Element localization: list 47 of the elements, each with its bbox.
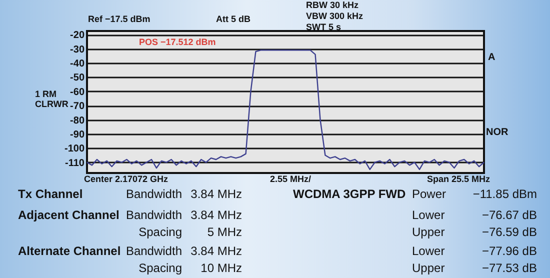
y-tick-label: -90: [70, 129, 85, 140]
text: Upper: [412, 261, 445, 276]
annotation: SWT 5 s: [306, 22, 342, 33]
text: RBW 30 kHz: [306, 0, 359, 11]
text: Span 25.5 MHz: [427, 174, 490, 185]
y-tick-label: -40: [70, 58, 85, 70]
text: Spacing: [138, 225, 182, 240]
text: 5 MHz: [207, 225, 242, 240]
text: −76.67 dB: [482, 208, 537, 222]
text: WCDMA 3GPP FWD: [293, 187, 406, 202]
text: A: [488, 52, 496, 63]
text: Tx Channel: [18, 187, 83, 202]
text: −11.85 dBm: [472, 187, 537, 202]
text: 3.84 MHz: [190, 187, 242, 202]
text: Bandwidth: [126, 244, 182, 258]
text: Att 5 dB: [216, 14, 250, 25]
text: −76.59 dB: [482, 225, 537, 240]
text: 10 MHz: [200, 261, 242, 276]
y-tick-label: -50: [70, 72, 85, 84]
text: NOR: [486, 127, 508, 138]
y-tick-label: -80: [70, 115, 85, 126]
line-series: [86, 50, 485, 170]
text: Spacing: [138, 261, 182, 276]
text: −77.96 dB: [482, 244, 537, 258]
y-tick-label: -70: [70, 101, 85, 112]
text: Adjacent Channel: [18, 208, 120, 222]
text: Bandwidth: [126, 208, 182, 222]
text: −77.53 dB: [482, 261, 537, 276]
text: Upper: [412, 225, 445, 240]
text: Power: [412, 187, 446, 202]
text: Lower: [412, 244, 445, 258]
y-tick-label: -100: [64, 144, 85, 155]
y-tick-label: -20: [70, 30, 85, 42]
text: VBW 300 kHz: [306, 11, 364, 22]
y-tick-label: -60: [70, 86, 85, 98]
text: Alternate Channel: [18, 244, 121, 258]
text: 3.84 MHz: [190, 244, 242, 258]
text: 2.55 MHz/: [270, 174, 312, 185]
text: 3.84 MHz: [190, 208, 242, 222]
text: Bandwidth: [126, 187, 182, 202]
text: Center 2.17072 GHz: [84, 174, 168, 185]
annotation: POS −17.512 dBm: [139, 37, 216, 48]
text: Lower: [412, 208, 445, 222]
y-tick-label: -110: [65, 158, 85, 169]
text: 1 RM CLRWR: [35, 89, 68, 109]
text: Ref −17.5 dBm: [88, 14, 150, 25]
y-tick-label: -30: [70, 44, 85, 56]
